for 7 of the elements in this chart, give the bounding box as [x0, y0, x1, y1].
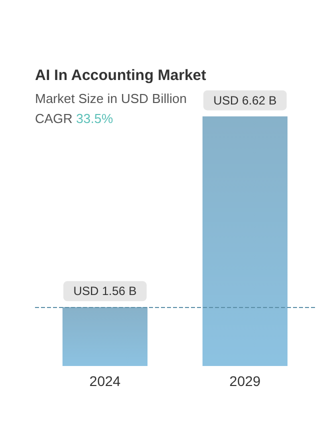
- x-tick-label: 2029: [229, 373, 261, 389]
- chart-title: AI In Accounting Market: [35, 67, 206, 84]
- data-label: USD 1.56 B: [73, 284, 137, 298]
- data-label: USD 6.62 B: [213, 93, 277, 108]
- chart-subtitle: Market Size in USD Billion: [35, 91, 187, 106]
- annotation: CAGR 33.5%: [35, 111, 114, 126]
- x-tick-label: 2024: [89, 373, 121, 389]
